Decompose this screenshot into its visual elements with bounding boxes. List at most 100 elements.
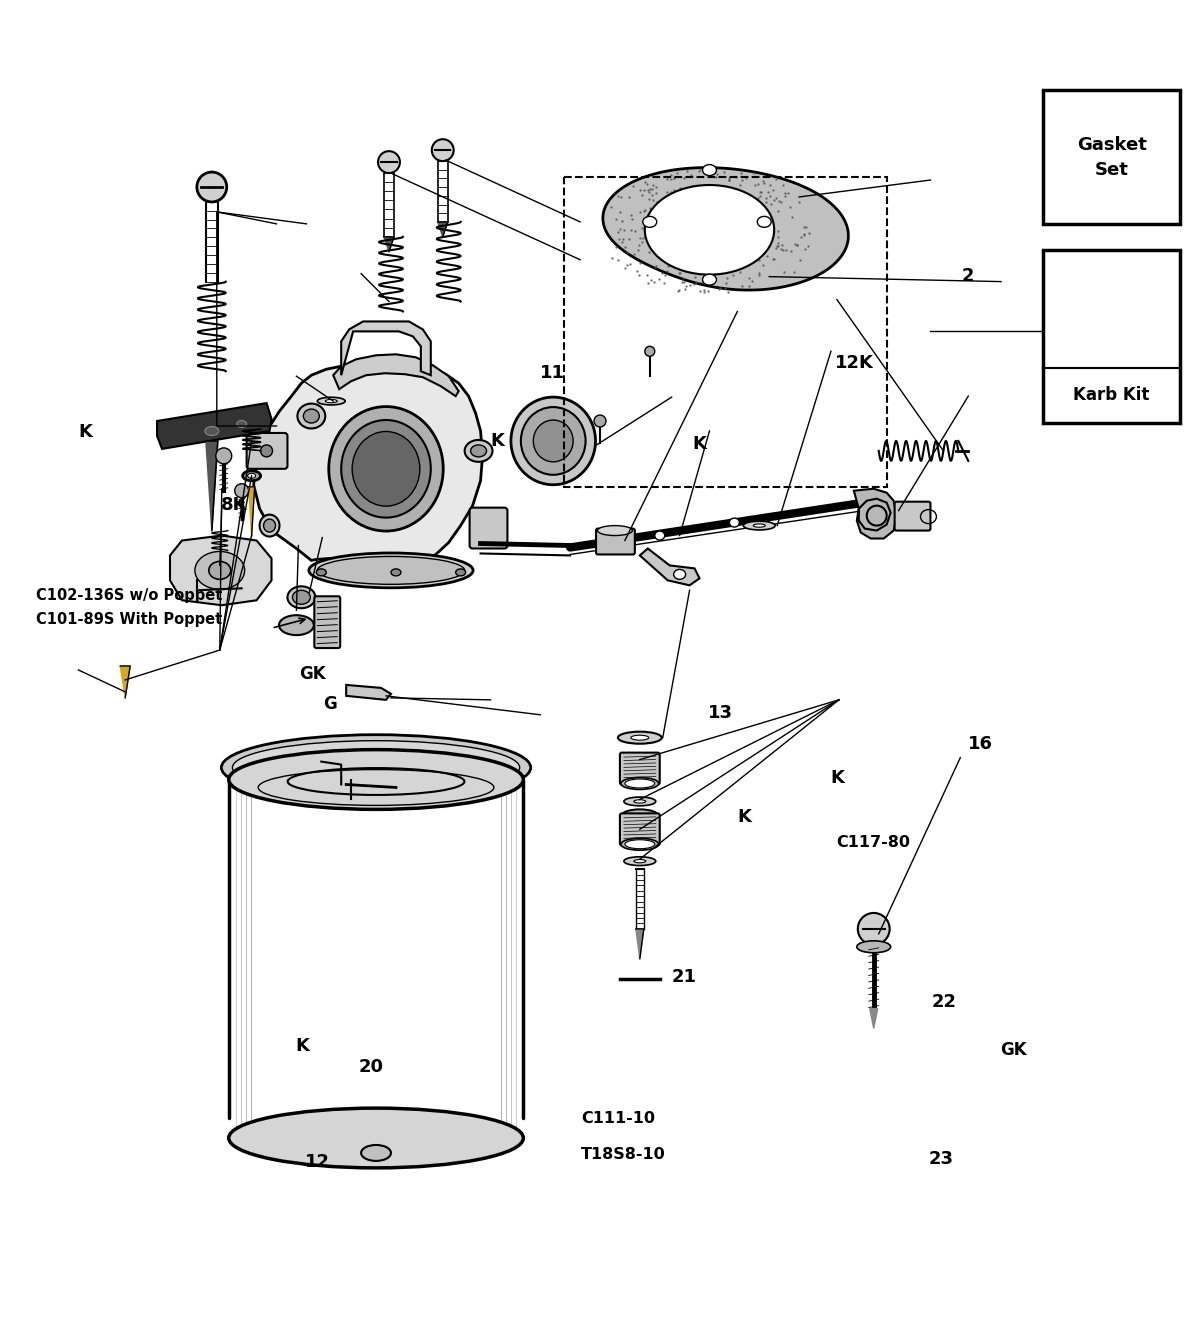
Text: Gasket
Set: Gasket Set xyxy=(1076,135,1146,179)
Ellipse shape xyxy=(288,586,316,609)
Ellipse shape xyxy=(702,274,716,285)
Text: K: K xyxy=(692,435,706,452)
Text: 12K: 12K xyxy=(835,354,874,373)
Ellipse shape xyxy=(624,797,655,806)
Ellipse shape xyxy=(511,396,595,485)
FancyBboxPatch shape xyxy=(620,753,660,785)
Ellipse shape xyxy=(236,420,247,427)
Text: 20: 20 xyxy=(359,1058,384,1077)
Polygon shape xyxy=(640,549,700,585)
Ellipse shape xyxy=(352,431,420,507)
Ellipse shape xyxy=(304,408,319,423)
FancyBboxPatch shape xyxy=(314,597,341,648)
Text: G: G xyxy=(323,695,337,713)
Ellipse shape xyxy=(317,569,326,575)
Ellipse shape xyxy=(702,164,716,175)
Text: K: K xyxy=(78,423,92,442)
Ellipse shape xyxy=(361,1144,391,1160)
Text: GK: GK xyxy=(1000,1041,1027,1059)
Text: K: K xyxy=(490,432,504,450)
Ellipse shape xyxy=(233,741,520,794)
Ellipse shape xyxy=(598,525,632,536)
Ellipse shape xyxy=(209,561,230,579)
Text: 11: 11 xyxy=(540,363,565,382)
Text: 22: 22 xyxy=(932,993,958,1012)
Ellipse shape xyxy=(625,778,655,788)
Text: C101-89S With Poppet: C101-89S With Poppet xyxy=(36,611,222,627)
Ellipse shape xyxy=(644,186,774,274)
Ellipse shape xyxy=(264,518,276,532)
Polygon shape xyxy=(438,221,448,237)
Text: Karb Kit: Karb Kit xyxy=(1074,386,1150,404)
Ellipse shape xyxy=(221,735,530,801)
Circle shape xyxy=(644,346,655,357)
Circle shape xyxy=(378,151,400,174)
Ellipse shape xyxy=(341,420,431,517)
Bar xyxy=(564,178,887,488)
Ellipse shape xyxy=(857,941,890,953)
Polygon shape xyxy=(253,362,482,569)
Ellipse shape xyxy=(625,839,655,849)
Circle shape xyxy=(235,484,248,497)
FancyBboxPatch shape xyxy=(247,434,288,469)
FancyBboxPatch shape xyxy=(895,501,930,530)
Text: 21: 21 xyxy=(672,968,697,987)
Text: GK: GK xyxy=(299,664,325,683)
Polygon shape xyxy=(341,321,431,375)
Ellipse shape xyxy=(242,471,260,481)
Circle shape xyxy=(432,139,454,162)
Polygon shape xyxy=(206,442,217,530)
Ellipse shape xyxy=(620,777,659,789)
Text: C102-136S w/o Poppet: C102-136S w/o Poppet xyxy=(36,589,222,603)
Ellipse shape xyxy=(631,735,649,740)
Ellipse shape xyxy=(278,615,314,635)
Text: 8K: 8K xyxy=(221,496,248,513)
Text: 12: 12 xyxy=(305,1154,330,1171)
Ellipse shape xyxy=(521,407,586,475)
Circle shape xyxy=(197,172,227,202)
FancyBboxPatch shape xyxy=(620,813,660,845)
Ellipse shape xyxy=(643,216,656,227)
Ellipse shape xyxy=(634,800,646,804)
Ellipse shape xyxy=(618,732,661,744)
Ellipse shape xyxy=(298,403,325,428)
Polygon shape xyxy=(157,403,271,450)
Text: K: K xyxy=(830,769,845,786)
Text: 13: 13 xyxy=(708,704,732,723)
Ellipse shape xyxy=(624,857,655,866)
Text: C111-10: C111-10 xyxy=(581,1111,655,1126)
Ellipse shape xyxy=(730,518,739,526)
Polygon shape xyxy=(120,666,130,697)
Ellipse shape xyxy=(533,420,574,461)
Text: 16: 16 xyxy=(968,735,992,753)
Polygon shape xyxy=(602,167,848,290)
Polygon shape xyxy=(384,237,394,252)
Ellipse shape xyxy=(757,216,772,227)
Ellipse shape xyxy=(655,530,665,540)
Polygon shape xyxy=(334,354,458,396)
Ellipse shape xyxy=(317,398,346,404)
Polygon shape xyxy=(636,930,643,959)
Circle shape xyxy=(216,448,232,464)
Ellipse shape xyxy=(317,557,464,585)
Ellipse shape xyxy=(620,838,659,850)
Ellipse shape xyxy=(391,569,401,575)
Ellipse shape xyxy=(293,590,311,605)
Polygon shape xyxy=(248,487,254,536)
Circle shape xyxy=(858,912,889,945)
Text: 23: 23 xyxy=(929,1151,954,1168)
FancyBboxPatch shape xyxy=(596,529,635,554)
Bar xyxy=(1043,90,1181,224)
Ellipse shape xyxy=(743,521,775,530)
Ellipse shape xyxy=(247,473,256,479)
Ellipse shape xyxy=(470,446,486,457)
Text: K: K xyxy=(295,1037,310,1055)
FancyBboxPatch shape xyxy=(469,508,508,549)
Circle shape xyxy=(594,415,606,427)
Ellipse shape xyxy=(673,569,685,579)
Ellipse shape xyxy=(229,749,523,809)
Ellipse shape xyxy=(456,569,466,575)
Ellipse shape xyxy=(205,427,218,435)
Ellipse shape xyxy=(259,514,280,537)
Ellipse shape xyxy=(229,1109,523,1168)
